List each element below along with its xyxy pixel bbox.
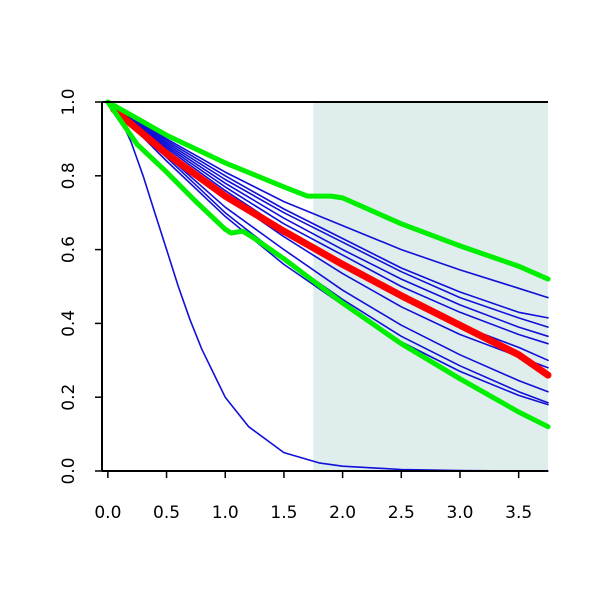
series-line-curve-0 xyxy=(107,101,549,299)
series-line-curve-7 xyxy=(107,101,549,393)
series-line-curve-8 xyxy=(107,101,549,404)
x-tick-label: 3.0 xyxy=(446,503,473,523)
series-line-bound-12 xyxy=(105,99,551,282)
y-tick-label: 0.2 xyxy=(59,384,79,411)
series-line-curve-3 xyxy=(107,101,549,338)
y-axis-ticks: 0.0 0.2 0.4 0.6 0.8 1.0 xyxy=(59,88,102,485)
x-axis-ticks: 0.0 0.5 1.0 1.5 2.0 2.5 3.0 3.5 xyxy=(94,471,532,523)
y-tick-label: 0.0 xyxy=(59,457,79,484)
series-line-curve-2 xyxy=(107,101,549,328)
series-layer xyxy=(105,99,552,472)
x-tick-label: 1.0 xyxy=(212,503,239,523)
series-line-central-11 xyxy=(110,105,552,379)
x-tick-label: 0.5 xyxy=(153,503,180,523)
series-line-bound-13 xyxy=(105,99,551,430)
x-tick-label: 2.0 xyxy=(329,503,356,523)
y-tick-label: 1.0 xyxy=(59,88,79,115)
series-line-curve-10 xyxy=(107,101,549,472)
x-tick-label: 3.5 xyxy=(505,503,532,523)
x-tick-label: 0.0 xyxy=(94,503,121,523)
y-tick-label: 0.8 xyxy=(59,162,79,189)
series-line-curve-1 xyxy=(107,101,549,319)
x-tick-label: 1.5 xyxy=(270,503,297,523)
y-tick-label: 0.6 xyxy=(59,236,79,263)
x-tick-label: 2.5 xyxy=(388,503,415,523)
series-line-curve-4 xyxy=(107,101,549,345)
shaded-region xyxy=(313,102,548,471)
y-tick-label: 0.4 xyxy=(59,310,79,337)
